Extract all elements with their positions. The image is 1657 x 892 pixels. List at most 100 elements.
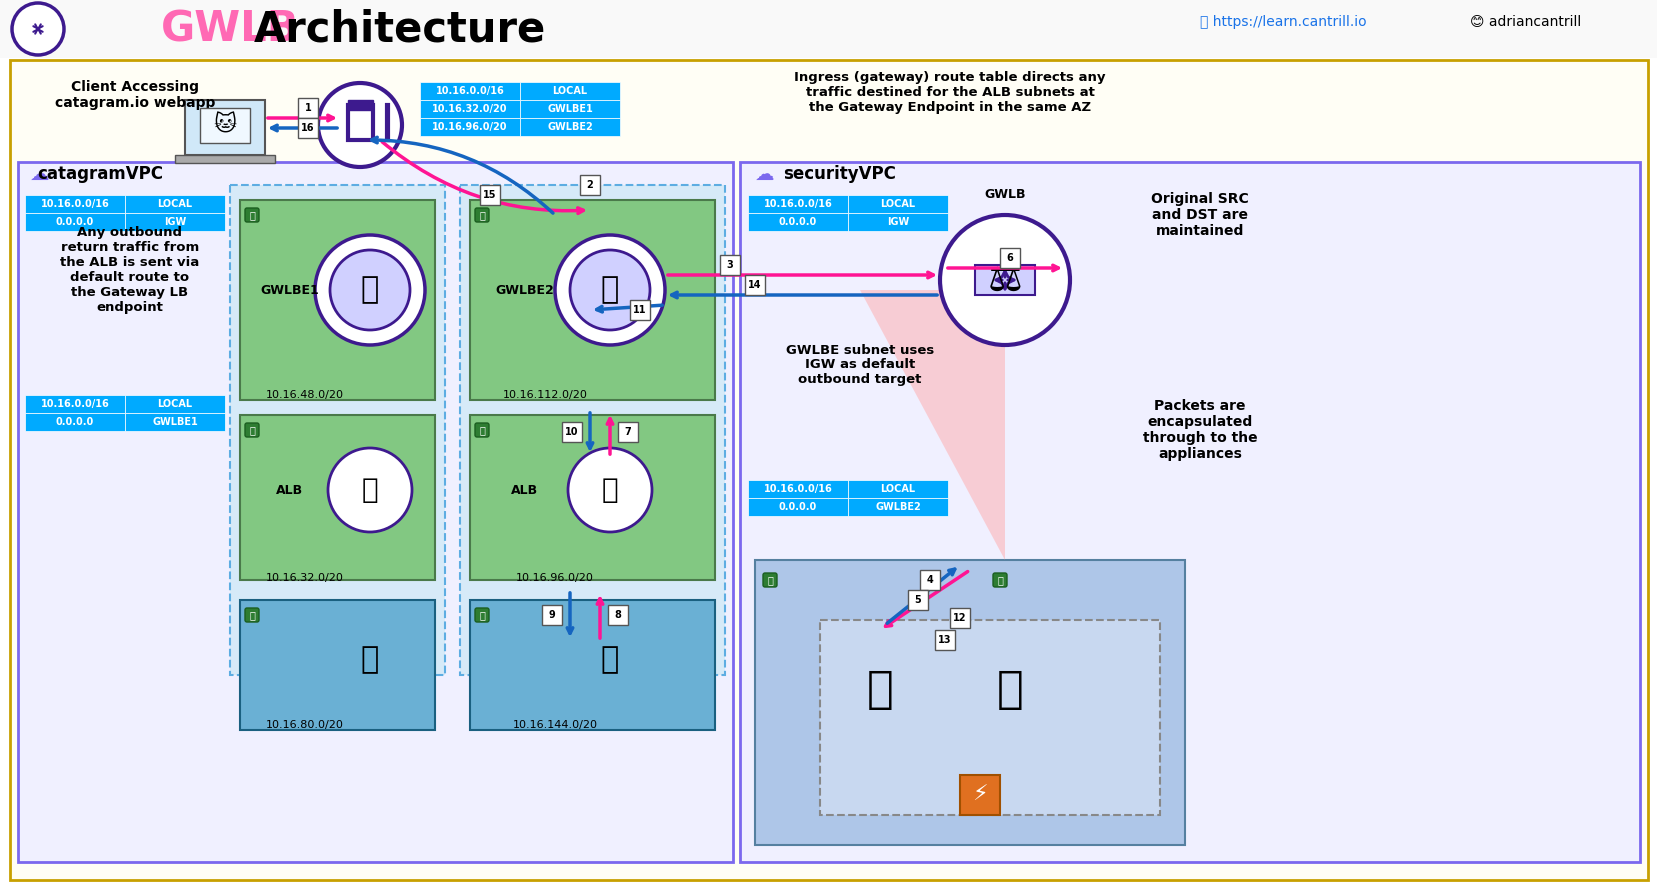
Bar (959, 775, 999, 815)
Text: GWLBE2: GWLBE2 (495, 284, 553, 296)
Bar (240, 200, 434, 400)
Bar (200, 108, 250, 143)
Text: ALB: ALB (510, 483, 539, 497)
Text: 13: 13 (938, 635, 951, 645)
Bar (298, 98, 318, 118)
Text: 🛡️: 🛡️ (361, 276, 379, 304)
Text: LOCAL: LOCAL (880, 199, 915, 209)
Text: 10.16.0.0/16: 10.16.0.0/16 (764, 484, 832, 494)
Bar (747, 498, 847, 516)
Bar (459, 185, 724, 675)
Text: Ingress (gateway) route table directs any
traffic destined for the ALB subnets a: Ingress (gateway) route table directs an… (794, 70, 1105, 113)
Text: 🔒: 🔒 (479, 610, 484, 620)
FancyBboxPatch shape (245, 423, 258, 437)
Text: 🔒: 🔒 (249, 610, 255, 620)
Text: 9: 9 (548, 610, 555, 620)
Text: Architecture: Architecture (254, 8, 545, 50)
Bar (974, 265, 1034, 295)
Bar (744, 275, 764, 295)
Text: 🔒: 🔒 (249, 425, 255, 435)
Text: 10.16.96.0/20: 10.16.96.0/20 (515, 573, 593, 583)
Text: 10.16.0.0/16: 10.16.0.0/16 (436, 86, 504, 96)
Bar (747, 480, 847, 498)
Circle shape (568, 448, 651, 532)
Bar (618, 422, 638, 442)
Text: 12: 12 (953, 613, 966, 623)
Text: 10.16.80.0/20: 10.16.80.0/20 (265, 720, 343, 730)
Bar (124, 413, 225, 431)
Text: 🌐: 🌐 (600, 276, 618, 304)
Text: 14: 14 (747, 280, 761, 290)
Bar (469, 200, 714, 400)
Bar (240, 415, 434, 580)
Text: ALB: ALB (277, 483, 303, 497)
Text: 0.0.0.0: 0.0.0.0 (779, 502, 817, 512)
Bar (908, 590, 928, 610)
Bar (0, 0, 1657, 58)
Bar (739, 162, 1639, 862)
Bar (949, 608, 969, 628)
Text: 10.16.0.0/16: 10.16.0.0/16 (41, 199, 109, 209)
Text: GWLBE1: GWLBE1 (260, 284, 320, 296)
Text: ☁: ☁ (754, 164, 774, 184)
Bar (847, 213, 948, 231)
Circle shape (570, 250, 650, 330)
Bar (847, 498, 948, 516)
Circle shape (328, 448, 411, 532)
Text: catagramVPC: catagramVPC (36, 165, 162, 183)
Circle shape (12, 3, 65, 55)
Text: 🌐 https://learn.cantrill.io: 🌐 https://learn.cantrill.io (1200, 15, 1365, 29)
Bar (25, 213, 124, 231)
Text: Original SRC
and DST are
maintained: Original SRC and DST are maintained (1150, 192, 1248, 238)
Text: IGW: IGW (886, 217, 908, 227)
Text: ⚖️: ⚖️ (988, 261, 1022, 299)
FancyBboxPatch shape (474, 208, 489, 222)
Text: 🛡️: 🛡️ (867, 668, 893, 712)
Bar (348, 100, 373, 110)
Text: 16: 16 (302, 123, 315, 133)
Bar (747, 213, 847, 231)
Text: 10.16.0.0/16: 10.16.0.0/16 (764, 199, 832, 209)
Text: 🐱: 🐱 (214, 114, 237, 136)
Bar (469, 415, 714, 580)
FancyBboxPatch shape (245, 208, 258, 222)
Bar (176, 155, 275, 163)
Text: 10.16.144.0/20: 10.16.144.0/20 (512, 720, 597, 730)
Bar (186, 100, 265, 155)
FancyBboxPatch shape (474, 423, 489, 437)
Bar (847, 480, 948, 498)
Bar (847, 195, 948, 213)
Text: 6: 6 (1006, 253, 1012, 263)
Bar (747, 195, 847, 213)
Bar (935, 630, 954, 650)
Text: LOCAL: LOCAL (157, 199, 192, 209)
Circle shape (940, 215, 1069, 345)
Bar (719, 255, 739, 275)
Bar (25, 413, 124, 431)
Bar (240, 600, 434, 730)
Text: 10.16.32.0/20: 10.16.32.0/20 (432, 104, 507, 114)
Bar (348, 105, 373, 140)
Bar (230, 185, 444, 675)
Bar (419, 118, 520, 136)
Text: 🛡️: 🛡️ (996, 668, 1022, 712)
Text: 10.16.0.0/16: 10.16.0.0/16 (41, 399, 109, 409)
Text: GWLBE2: GWLBE2 (875, 502, 920, 512)
Circle shape (555, 235, 664, 345)
Text: GWLB: GWLB (161, 8, 298, 50)
Text: LOCAL: LOCAL (157, 399, 192, 409)
Text: 5: 5 (915, 595, 921, 605)
Circle shape (318, 83, 401, 167)
FancyBboxPatch shape (762, 573, 777, 587)
Text: securityVPC: securityVPC (784, 165, 896, 183)
Text: GWLBE1: GWLBE1 (547, 104, 593, 114)
Text: 🔒: 🔒 (479, 425, 484, 435)
Bar (542, 605, 562, 625)
Text: GWLB: GWLB (984, 188, 1026, 202)
Bar (124, 395, 225, 413)
Text: 🔒: 🔒 (249, 210, 255, 220)
Text: 0.0.0.0: 0.0.0.0 (56, 217, 94, 227)
Text: IGW: IGW (164, 217, 186, 227)
Text: 🔒: 🔒 (479, 210, 484, 220)
Text: ⚡: ⚡ (971, 785, 988, 805)
